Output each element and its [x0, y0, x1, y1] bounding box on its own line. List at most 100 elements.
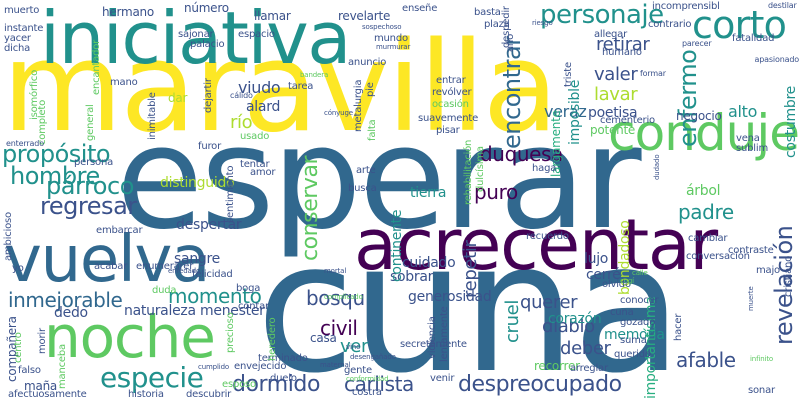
cloud-word: busca [348, 183, 377, 194]
cloud-word: hacer [673, 313, 684, 341]
cloud-word: árbol [686, 183, 721, 199]
cloud-word: yo [12, 263, 24, 274]
cloud-word: enterrado [6, 139, 44, 148]
cloud-word: llamar [254, 9, 291, 23]
cloud-word: dormido [232, 372, 320, 397]
cloud-word: apasionado [754, 55, 799, 64]
cloud-word: recuerdo [526, 231, 569, 242]
cloud-word: suma [620, 335, 647, 346]
cloud-word: violencia [427, 316, 438, 359]
cloud-word: propósito [2, 140, 111, 168]
cloud-word: duda [152, 285, 177, 296]
cloud-word: negocio [676, 109, 722, 123]
cloud-word: lavar [594, 84, 638, 105]
cloud-word: enredado [168, 267, 201, 275]
cloud-word: cambiar [688, 233, 728, 244]
cloud-word: mortal [324, 267, 347, 275]
cloud-word: sonar [748, 385, 775, 396]
cloud-word: muerte [747, 286, 755, 311]
cloud-word: tarea [288, 81, 314, 92]
cloud-word: cuidado [402, 255, 456, 271]
cloud-word: iniciativa [40, 0, 351, 80]
cloud-word: sublim [736, 143, 768, 154]
cloud-word: esperar [116, 96, 642, 261]
cloud-word: pie [365, 82, 376, 97]
cloud-word: parecer [682, 39, 712, 48]
cloud-word: lujo [584, 251, 609, 267]
cloud-word: casa [310, 331, 337, 345]
cloud-word: afable [676, 348, 736, 372]
cloud-word: deber [560, 338, 611, 359]
cloud-word: sobrar [390, 269, 434, 285]
cloud-word: murmurar [376, 43, 411, 51]
cloud-word: maña [24, 379, 58, 393]
cloud-word: calle [632, 269, 648, 277]
cloud-word: contraste [728, 245, 774, 256]
cloud-word: cuna [256, 204, 683, 400]
cloud-word: vuelva [4, 223, 210, 297]
cloud-word: cruel [502, 300, 523, 343]
cloud-word: heredero [267, 317, 278, 361]
cloud-word: cementerio [600, 115, 655, 126]
cloud-word: gente [344, 365, 372, 376]
cloud-word: destilar [768, 1, 797, 10]
cloud-word: haga [532, 163, 557, 174]
cloud-word: hermano [102, 5, 155, 19]
cloud-word: imposible [567, 79, 583, 145]
cloud-word: dicha [4, 43, 31, 54]
cloud-word: venir [430, 373, 455, 384]
cloud-word: regresar [40, 192, 137, 220]
cloud-word: potente [590, 123, 636, 137]
cloud-word: veraz [544, 102, 587, 121]
cloud-word: despreocupado [458, 372, 622, 397]
cloud-word: acrecentar [354, 204, 718, 286]
cloud-word: precioso [225, 312, 236, 353]
cloud-word: falso [18, 365, 41, 376]
cloud-word: incomprensibl [652, 1, 720, 12]
cloud-word: furor [198, 141, 221, 152]
cloud-word: vino [346, 343, 361, 351]
cloud-word: espacio [238, 29, 275, 40]
cloud-word: especie [100, 361, 204, 394]
cloud-word: cogí [620, 277, 634, 285]
cloud-word: riesgo [532, 19, 553, 27]
cloud-word: poetisa [588, 105, 638, 121]
cloud-word: ambicioso [3, 212, 14, 261]
cloud-word: embarcar [96, 225, 143, 236]
cloud-word: isomórfico [29, 70, 40, 120]
cloud-word: sangre [174, 251, 221, 267]
cloud-word: rehabilitación [463, 139, 474, 205]
cloud-word: dulcísima [475, 146, 486, 192]
cloud-word: arreglar [570, 363, 608, 374]
cloud-word: civil [320, 316, 358, 340]
cloud-word: conduje [608, 104, 800, 162]
cloud-word: bosqu [306, 286, 365, 310]
cloud-word: mano [110, 77, 138, 88]
cloud-word: entrar [436, 75, 466, 86]
cloud-word: menester [200, 303, 265, 319]
cloud-word: enseñe [402, 3, 438, 14]
cloud-word: secretamente [400, 339, 467, 350]
cloud-word: puro [474, 180, 518, 204]
cloud-word: triste [563, 62, 574, 87]
cloud-word: continente [389, 209, 405, 282]
cloud-word: ver [340, 336, 369, 357]
cloud-word: conocer [620, 295, 659, 306]
cloud-word: conversación [686, 251, 750, 262]
cloud-word: arte [356, 165, 376, 176]
cloud-word: cristiano [783, 255, 794, 297]
cloud-word: complicado [324, 293, 363, 301]
cloud-word: humano [602, 47, 642, 58]
cloud-word: falta [367, 119, 378, 141]
cloud-word: momento [168, 284, 262, 308]
cloud-word: noche [44, 303, 216, 371]
cloud-word: tentar [240, 159, 270, 170]
cloud-word: conformidad [346, 375, 389, 383]
cloud-word: amor [250, 167, 276, 178]
cloud-word: boga [236, 283, 261, 294]
cloud-word: anuncio [348, 57, 387, 68]
cloud-word: revólver [432, 87, 472, 98]
cloud-word: allegar [594, 29, 628, 40]
cloud-word: cerré [586, 267, 621, 283]
